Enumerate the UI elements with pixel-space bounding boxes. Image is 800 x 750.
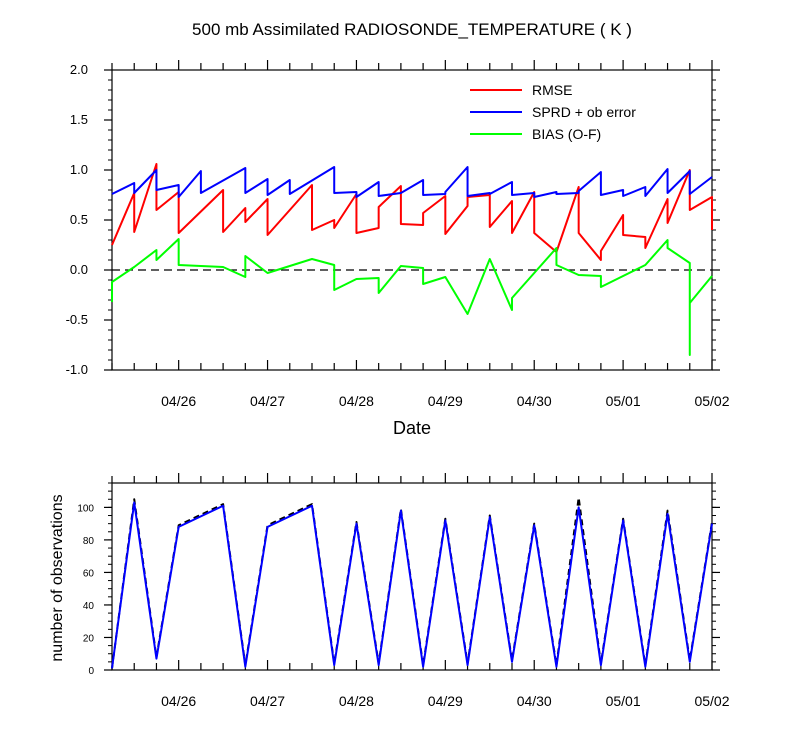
x-tick-label: 04/26	[161, 693, 196, 709]
plot-frame-1	[111, 482, 713, 671]
legend-label: BIAS (O-F)	[532, 126, 601, 142]
y-tick-label: 0.5	[70, 212, 88, 227]
y-tick-label: 0	[88, 666, 94, 677]
y-axis-label-observations: number of observations	[49, 494, 66, 662]
x-tick-label: 05/01	[606, 693, 641, 709]
series-line-0-2	[111, 238, 713, 356]
y-tick-label: 2.0	[70, 62, 88, 77]
y-tick-label: 0.0	[70, 262, 88, 277]
y-tick-label: 1.0	[70, 162, 88, 177]
x-axis-label: Date	[392, 418, 432, 438]
series-line-1-1	[111, 501, 713, 669]
x-tick-label: 04/28	[339, 693, 374, 709]
x-tick-label: 05/02	[694, 693, 729, 709]
x-tick-label: 04/30	[517, 693, 552, 709]
x-tick-label: 05/01	[606, 393, 641, 409]
x-tick-label: 04/26	[161, 393, 196, 409]
x-tick-label: 04/27	[250, 393, 285, 409]
series-line-0-0	[111, 163, 713, 261]
chart-title: 500 mb Assimilated RADIOSONDE_TEMPERATUR…	[192, 20, 632, 39]
y-tick-label: 60	[83, 568, 95, 579]
y-tick-label: 100	[77, 503, 94, 514]
x-tick-label: 04/27	[250, 693, 285, 709]
y-tick-label: 20	[83, 633, 95, 644]
y-tick-label: -0.5	[66, 312, 88, 327]
x-tick-label: 04/29	[428, 393, 463, 409]
y-tick-label: 80	[83, 536, 95, 547]
x-tick-label: 04/28	[339, 393, 374, 409]
y-tick-label: 40	[83, 601, 95, 612]
legend-label: RMSE	[532, 82, 572, 98]
x-tick-label: 04/30	[517, 393, 552, 409]
series-line-0-1	[111, 166, 713, 198]
y-tick-label: -1.0	[66, 362, 88, 377]
x-tick-label: 04/29	[428, 693, 463, 709]
y-tick-label: 1.5	[70, 112, 88, 127]
x-tick-label: 05/02	[694, 393, 729, 409]
legend-label: SPRD + ob error	[532, 104, 636, 120]
